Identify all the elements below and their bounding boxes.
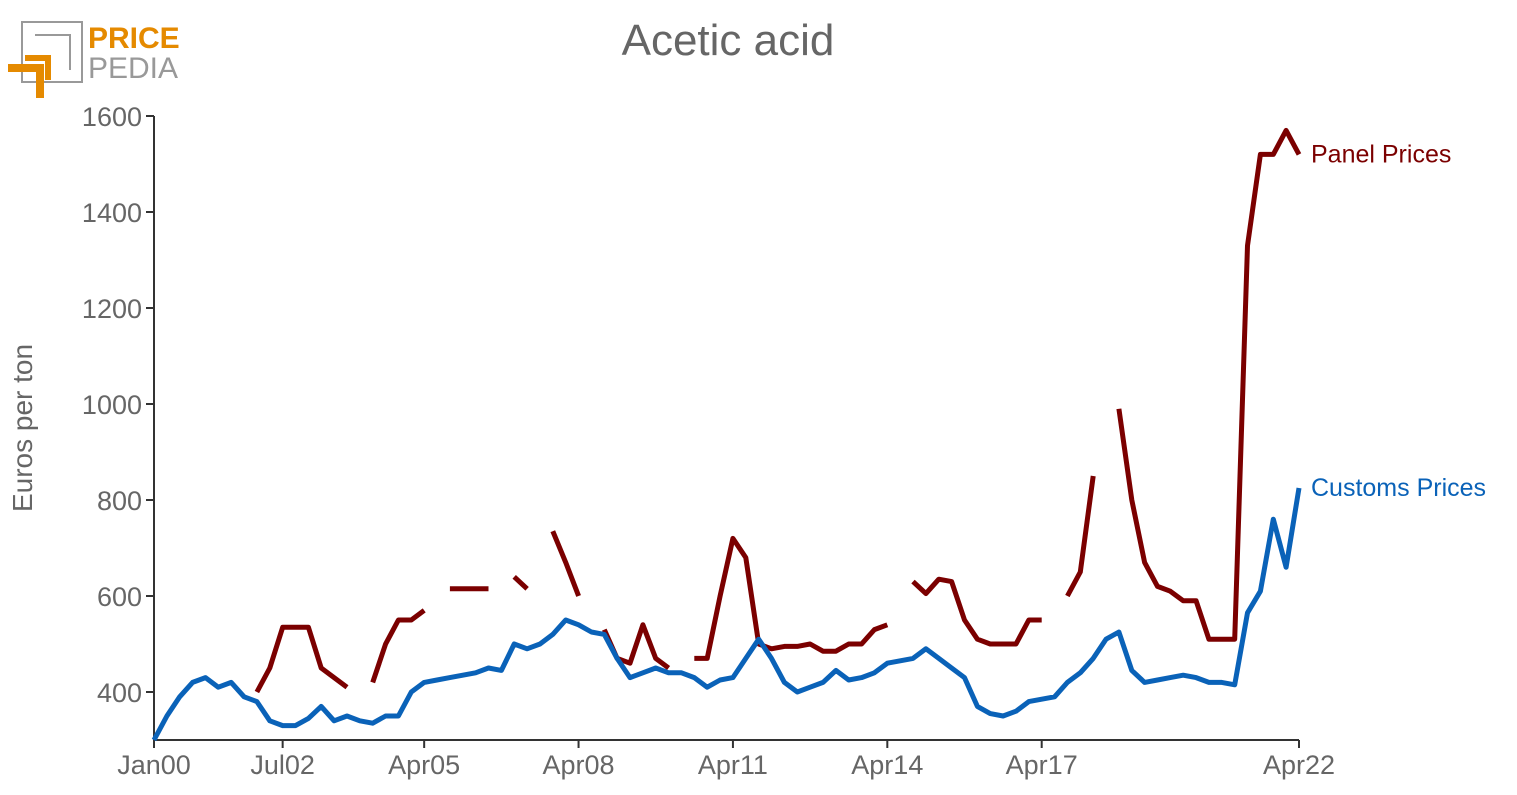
- x-tick-label: Jan00: [117, 750, 191, 780]
- logo-text: PEDIA: [88, 52, 178, 85]
- y-tick-label: 600: [97, 582, 142, 612]
- y-tick-label: 1200: [82, 294, 142, 324]
- series-label: Customs Prices: [1311, 474, 1486, 502]
- x-tick-label: Apr22: [1263, 750, 1335, 780]
- y-tick-label: 1600: [82, 102, 142, 132]
- y-tick-label: 1400: [82, 198, 142, 228]
- series-line: [254, 127, 1302, 694]
- logo-corner: [25, 55, 51, 80]
- logo-text: PRICE: [88, 22, 180, 55]
- chart-title: Acetic acid: [622, 16, 835, 65]
- logo-frame: [21, 21, 83, 83]
- x-tick-label: Apr11: [698, 750, 768, 780]
- series-line: [151, 487, 1302, 742]
- x-tick-label: Jul02: [250, 750, 315, 780]
- y-tick-label: 1000: [82, 390, 142, 420]
- y-tick-label: 400: [97, 678, 142, 708]
- series-label: Panel Prices: [1311, 140, 1451, 168]
- x-tick-label: Apr14: [851, 750, 923, 780]
- logo-corner: [8, 64, 44, 98]
- x-tick-label: Apr05: [388, 750, 460, 780]
- y-tick-label: 800: [97, 486, 142, 516]
- x-tick-label: Apr17: [1006, 750, 1078, 780]
- logo-frame: [35, 34, 71, 70]
- y-axis-label: Euros per ton: [7, 344, 38, 512]
- x-tick-label: Apr08: [543, 750, 615, 780]
- logo: PRICE PEDIA: [8, 21, 180, 98]
